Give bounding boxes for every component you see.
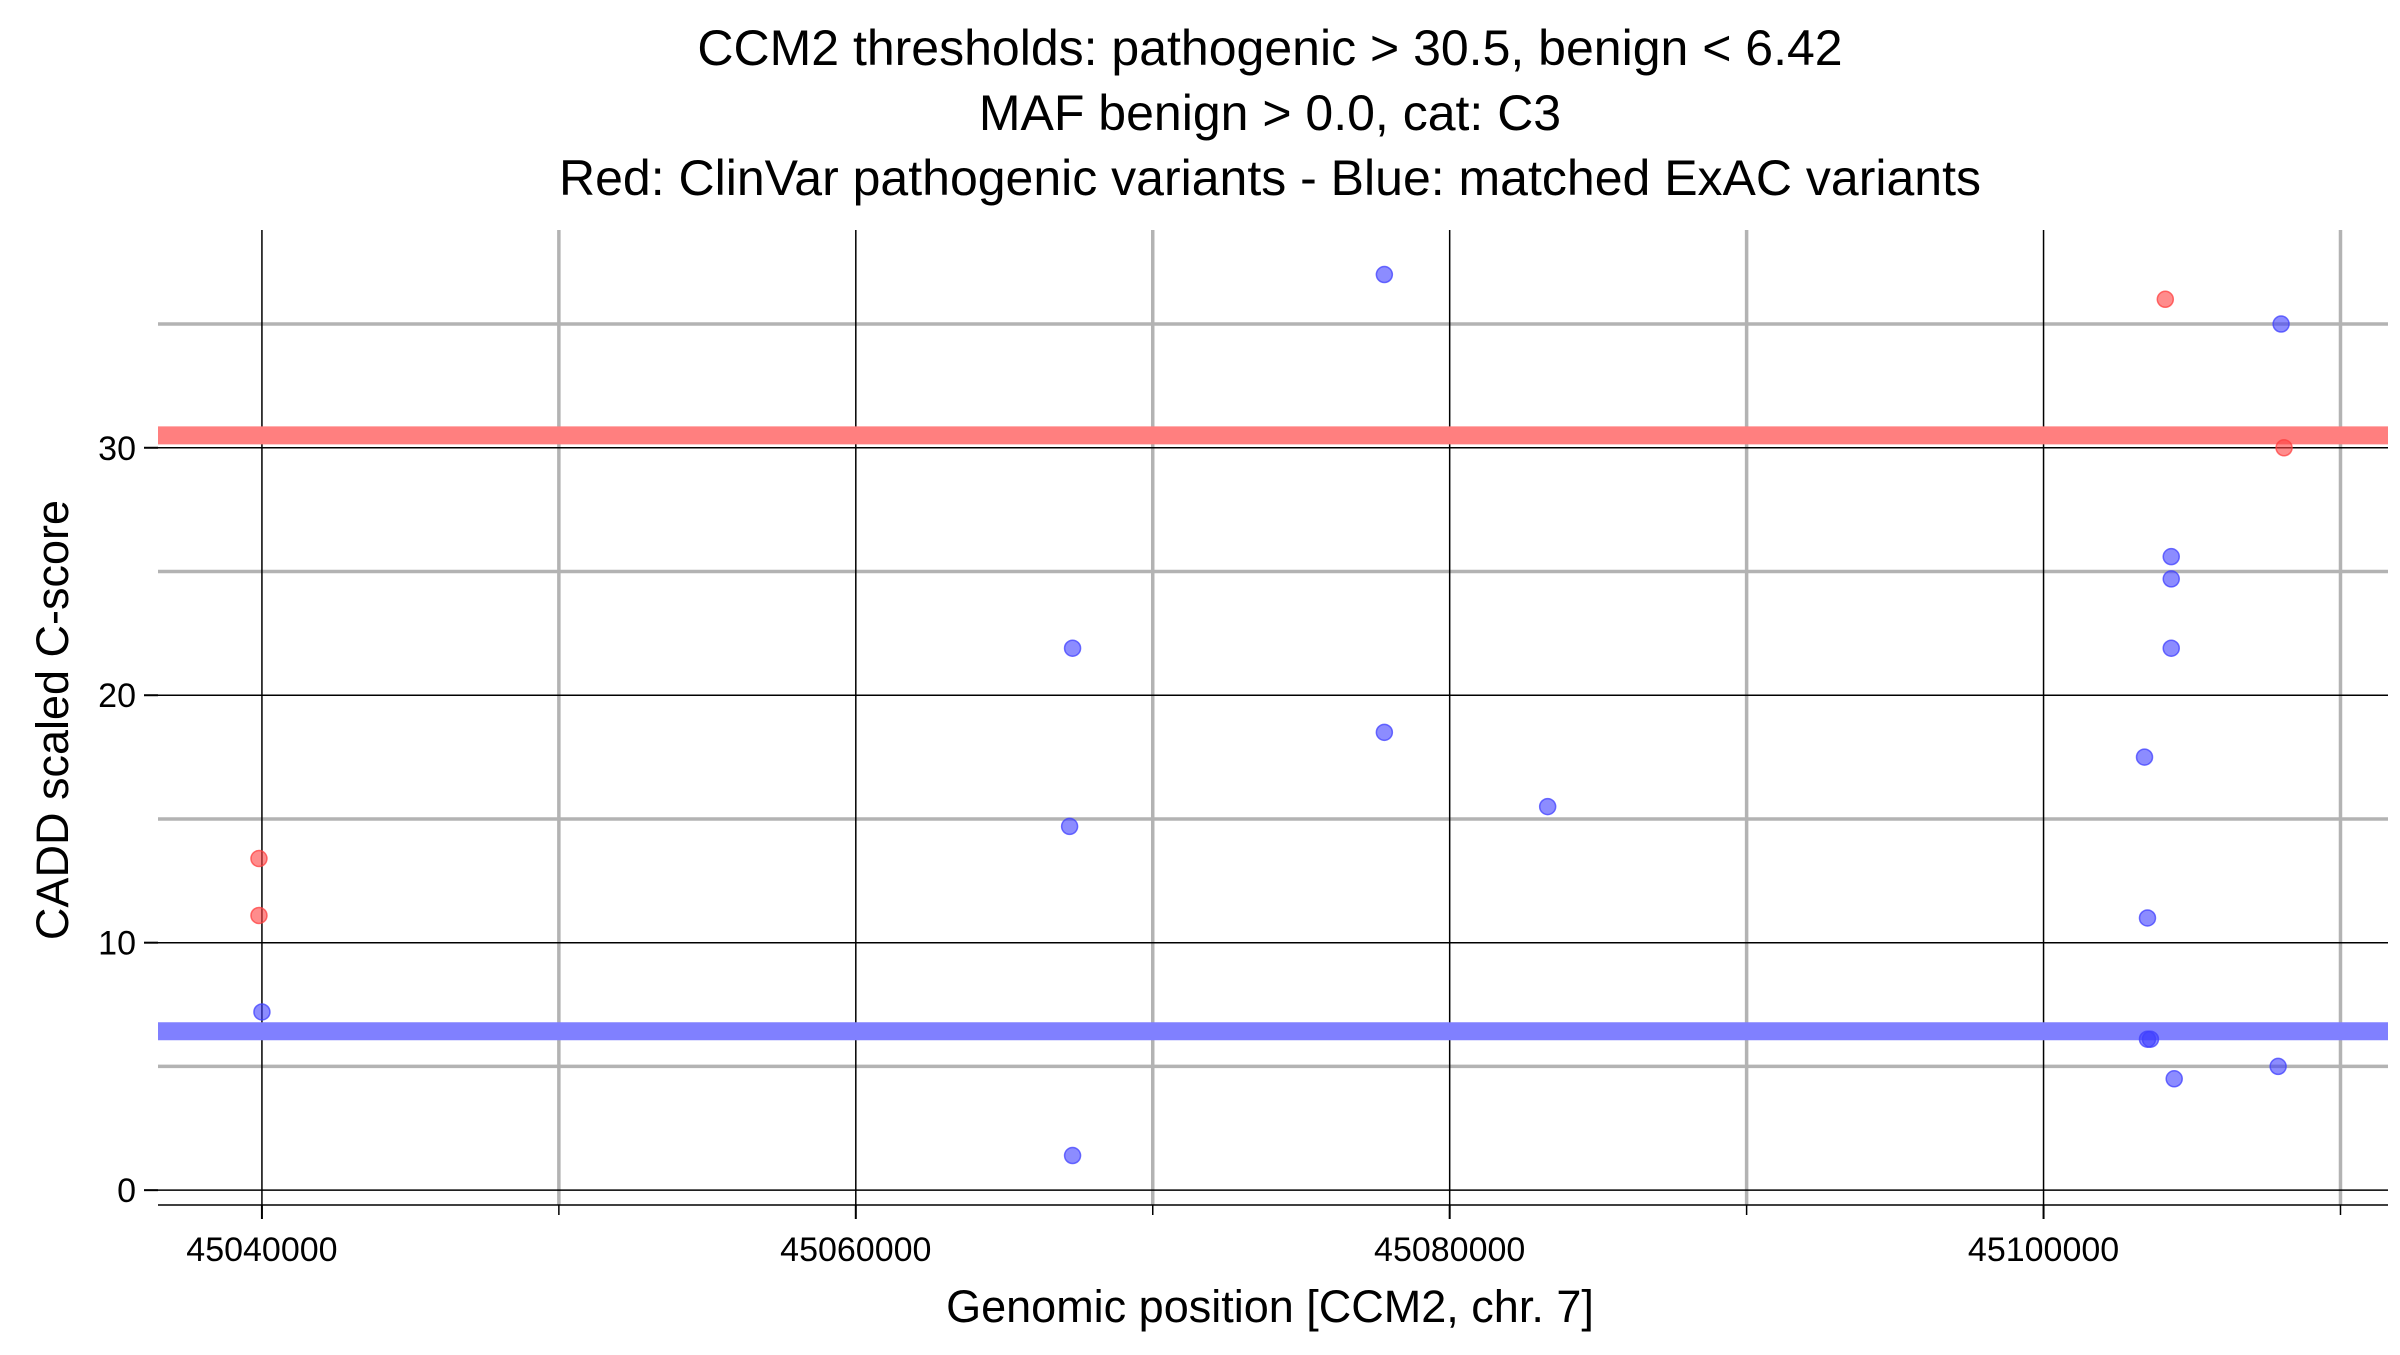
exac-point — [1538, 797, 1557, 816]
threshold-lines — [158, 426, 2388, 1041]
y-tick-label: 0 — [117, 1172, 136, 1210]
x-tick-label: 45100000 — [1968, 1231, 2119, 1269]
y-tick-label: 10 — [98, 925, 136, 963]
x-tick-label: 45040000 — [186, 1231, 337, 1269]
exac-point — [1375, 265, 1394, 284]
title-line-2: MAF benign > 0.0, cat: C3 — [979, 85, 1561, 141]
exac-point — [2162, 639, 2180, 657]
exac-point — [2162, 570, 2180, 588]
title-line-1: CCM2 thresholds: pathogenic > 30.5, beni… — [697, 20, 1842, 76]
exac-point — [2138, 909, 2157, 927]
x-axis-ticks: 45040000 45060000 45080000 45100000 — [186, 1205, 2342, 1269]
x-tick-label: 45060000 — [780, 1231, 931, 1269]
clinvar-point — [250, 906, 268, 925]
exac-point — [1060, 817, 1079, 836]
data-points — [250, 265, 2293, 1165]
exac-point — [253, 1003, 271, 1021]
x-tick-label: 45080000 — [1374, 1231, 1525, 1269]
clinvar-point — [2275, 439, 2293, 457]
clinvar-point — [250, 849, 268, 868]
exac-point — [2165, 1070, 2183, 1088]
chart-title: CCM2 thresholds: pathogenic > 30.5, beni… — [559, 20, 1981, 206]
exac-point — [2135, 748, 2154, 766]
major-gridlines — [158, 230, 2388, 1205]
y-axis-ticks: 0 10 20 30 — [98, 430, 158, 1210]
y-tick-label: 20 — [98, 677, 136, 715]
x-axis-label: Genomic position [CCM2, chr. 7] — [946, 1281, 1594, 1332]
exac-point — [1063, 1146, 1082, 1165]
minor-gridlines — [158, 230, 2388, 1205]
exac-point — [2269, 1057, 2287, 1076]
title-line-3: Red: ClinVar pathogenic variants - Blue:… — [559, 150, 1981, 206]
exac-point — [2138, 1030, 2157, 1048]
exac-point — [1063, 639, 1082, 657]
exac-point — [2162, 547, 2180, 566]
y-axis-label: CADD scaled C-score — [27, 500, 78, 940]
exac-point — [1375, 723, 1394, 742]
exac-point — [2272, 315, 2290, 333]
y-tick-label: 30 — [98, 430, 136, 468]
clinvar-point — [2156, 290, 2175, 309]
